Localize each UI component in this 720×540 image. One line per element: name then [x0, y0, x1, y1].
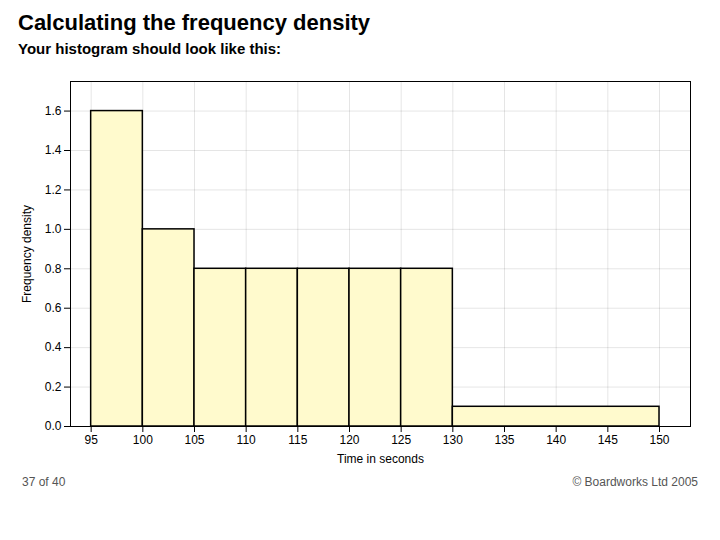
svg-text:0.8: 0.8 — [45, 262, 62, 276]
svg-text:115: 115 — [288, 433, 307, 447]
svg-text:Frequency density: Frequency density — [20, 205, 34, 303]
svg-text:0.6: 0.6 — [45, 301, 62, 315]
html-text:Calculating the frequency dens: Calculating the frequency density — [18, 10, 371, 35]
svg-text:1.2: 1.2 — [45, 183, 62, 197]
svg-text:120: 120 — [339, 433, 359, 447]
svg-text:Time in seconds: Time in seconds — [337, 452, 424, 466]
html-text:37 of 40: 37 of 40 — [22, 475, 66, 489]
svg-text:110: 110 — [237, 433, 256, 447]
svg-text:1.4: 1.4 — [45, 143, 62, 157]
svg-text:105: 105 — [184, 433, 204, 447]
svg-text:150: 150 — [649, 433, 669, 447]
svg-text:145: 145 — [598, 433, 618, 447]
svg-text:0.4: 0.4 — [45, 340, 62, 354]
svg-text:140: 140 — [546, 433, 566, 447]
svg-text:1.0: 1.0 — [45, 222, 62, 236]
html-text:Your histogram should look lik: Your histogram should look like this: — [18, 40, 282, 57]
svg-text:135: 135 — [494, 433, 514, 447]
svg-text:95: 95 — [84, 433, 98, 447]
svg-text:130: 130 — [443, 433, 463, 447]
svg-text:100: 100 — [133, 433, 153, 447]
html-text:© Boardworks Ltd 2005: © Boardworks Ltd 2005 — [572, 475, 698, 489]
svg-text:1.6: 1.6 — [45, 104, 62, 118]
svg-text:125: 125 — [391, 433, 411, 447]
svg-text:0.0: 0.0 — [45, 419, 62, 433]
svg-text:0.2: 0.2 — [45, 380, 62, 394]
